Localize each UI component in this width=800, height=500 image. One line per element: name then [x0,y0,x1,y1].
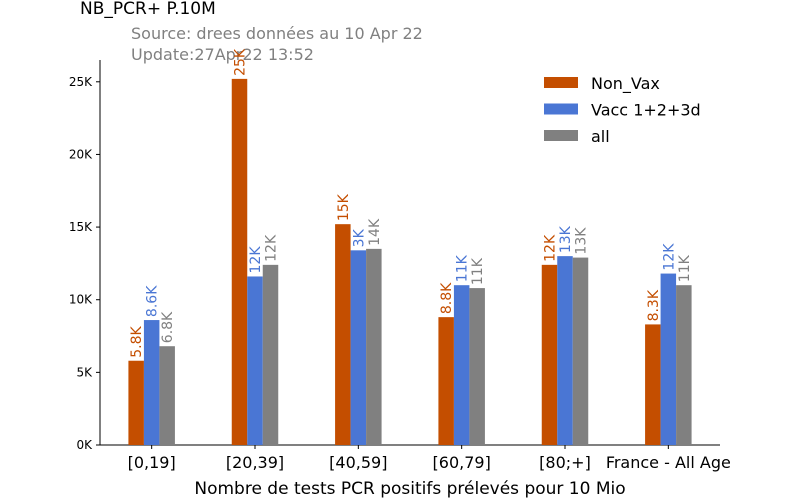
bar [676,285,692,445]
data-label: 11K [455,254,471,282]
chart-title: NB_PCR+ P.10M [80,0,216,19]
y-tick-label: 5K [76,365,93,379]
data-label: 12K [264,234,280,262]
legend-label: Vacc 1+2+3d [591,101,701,120]
legend-swatch [544,103,578,115]
data-label: 12K [543,234,559,262]
y-tick-label: 25K [69,75,93,89]
bar [541,264,558,445]
bar [262,264,279,445]
bar [572,257,589,445]
data-label: 12K [661,243,677,271]
x-tick-label: [0,19] [128,453,176,472]
bar [128,360,144,445]
bar [469,288,485,445]
legend-label: Non_Vax [591,74,660,94]
bar [660,273,677,445]
x-tick-label: [60,79] [433,453,491,472]
legend-swatch [544,130,578,141]
bar [438,317,454,445]
data-label: 12K [248,246,264,274]
y-tick-label: 0K [76,438,93,452]
bar [453,285,470,445]
y-tick-label: 10K [69,293,93,307]
bar [247,276,263,445]
x-tick-label: [20,39] [226,453,284,472]
chart-subtitle-source: Source: drees données au 10 Apr 22 [131,24,423,43]
data-label: 25K [233,48,249,76]
legend: Non_Vax Vacc 1+2+3d all [544,74,701,146]
legend-swatch [544,77,578,88]
bar [645,324,661,445]
chart-subtitle-update: Update:27Apr22 13:52 [131,45,314,64]
bar [366,248,382,445]
data-label: 14K [367,218,383,246]
x-tick-label: [80;+] [539,453,591,472]
data-label: 8.6K [145,285,161,317]
y-tick-label: 15K [69,220,93,234]
data-label: 11K [677,254,693,282]
axes: 0K 5K 10K 15K 20K 25K [0,19] [20,39] [40,59] [60,… [69,60,731,472]
x-tick-label: France - All Age [606,453,731,472]
bar [231,78,248,446]
bar [557,256,573,445]
data-label: 8.8K [439,282,455,314]
data-label: 6.8K [160,311,176,343]
data-label: 13K [558,225,574,253]
data-label: 5.8K [129,325,145,357]
bar [335,224,351,445]
bar [159,346,175,445]
data-label: 3K [351,228,367,247]
y-tick-label: 20K [69,147,93,161]
data-label: 15K [336,193,352,221]
data-label: 11K [470,257,486,285]
bar [143,320,160,445]
bar [350,250,367,445]
x-axis-label: Nombre de tests PCR positifs prélevés po… [194,479,625,499]
data-label: 13K [574,227,590,255]
data-label: 8.3K [646,289,662,321]
x-tick-label: [40,59] [329,453,387,472]
legend-label: all [591,127,610,146]
